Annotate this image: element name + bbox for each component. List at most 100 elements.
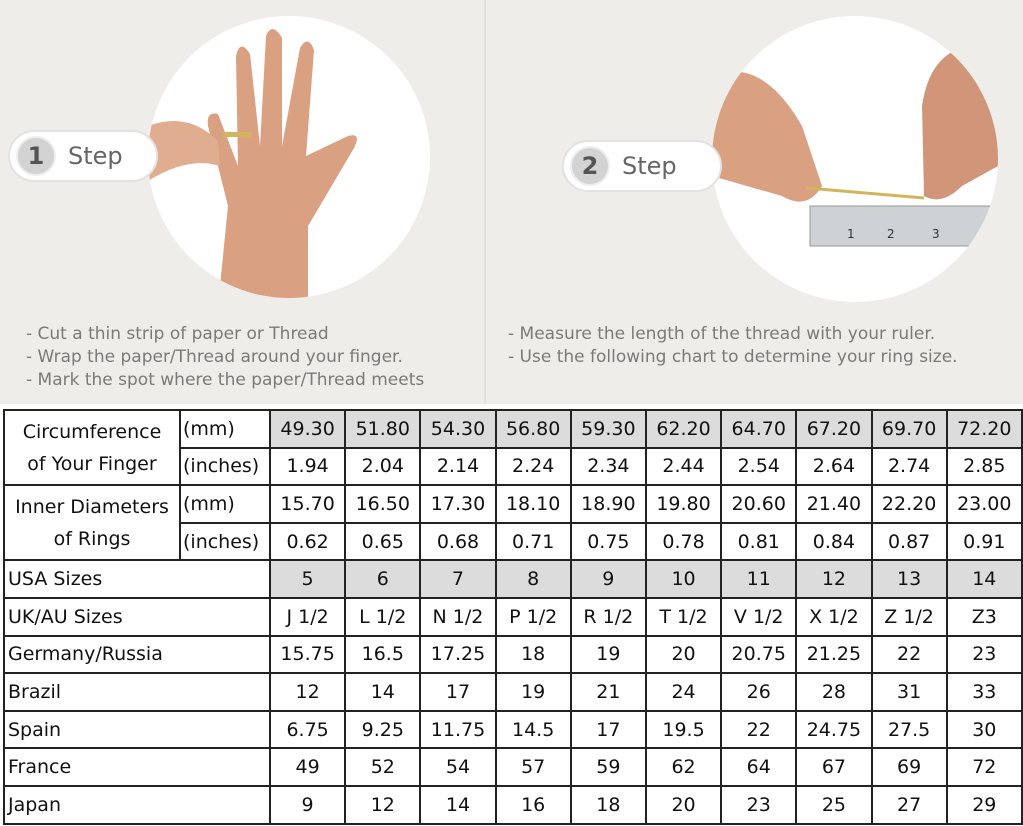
table-cell: 18.90 xyxy=(569,484,647,524)
table-cell: 18 xyxy=(569,784,647,825)
table-row: (inches) 1.94 2.04 2.14 2.24 2.34 2.44 2.54 2.64… xyxy=(4,446,1023,487)
table-cell: L 1/2 xyxy=(344,596,422,637)
table-cell: 49 xyxy=(268,747,347,787)
table-row: Circumference of Your Finger (mm) 49.30 51.8… xyxy=(3,408,1023,487)
table-cell: T 1/2 xyxy=(644,596,723,637)
table-cell: 59 xyxy=(569,747,647,787)
divider xyxy=(484,0,486,404)
table-cell: 2.34 xyxy=(569,446,647,487)
step-label: Step xyxy=(68,142,123,170)
table-cell: 0.78 xyxy=(644,521,723,562)
table-cell: 14 xyxy=(344,672,422,712)
table-cell: 12 xyxy=(268,672,347,712)
unit-label: (mm) xyxy=(179,409,271,449)
row-label: Japan xyxy=(3,784,271,825)
row-label-line: Circumference xyxy=(22,420,162,443)
table-cell: 9.25 xyxy=(344,709,422,750)
ruler-mark: 3 xyxy=(932,227,940,241)
table-cell: 0.87 xyxy=(870,521,948,562)
row-label: USA Sizes xyxy=(3,559,271,599)
table-cell: 16.5 xyxy=(344,634,422,675)
table-cell: N 1/2 xyxy=(419,596,497,637)
table-cell: 54 xyxy=(419,747,497,787)
table-cell: 33 xyxy=(945,672,1023,712)
table-cell: 54.30 xyxy=(419,409,497,449)
step-1-panel: 1 Step - Cut a thin strip of paper or Th… xyxy=(0,0,484,404)
table-cell: 23.00 xyxy=(945,484,1023,524)
table-cell: 51.80 xyxy=(344,409,422,449)
ring-size-table: Circumference of Your Finger (mm) 49.30 51.8… xyxy=(3,408,1023,825)
instruction-line: - Measure the length of the thread with … xyxy=(508,324,936,344)
table-cell: 59.30 xyxy=(569,409,647,449)
table-cell: 17.25 xyxy=(419,634,497,675)
table-cell: 0.75 xyxy=(569,521,647,562)
table-cell: 0.62 xyxy=(268,521,347,562)
table-cell: 30 xyxy=(945,709,1023,750)
table-cell: 19.5 xyxy=(644,709,723,750)
table-cell: 12 xyxy=(344,784,422,825)
step-2-instructions: - Measure the length of the thread with … xyxy=(508,323,958,369)
table-cell: 2.14 xyxy=(419,446,497,487)
table-cell: 23 xyxy=(720,784,798,825)
table-cell: P 1/2 xyxy=(494,596,572,637)
table-cell: Z3 xyxy=(945,596,1023,637)
table-cell: 12 xyxy=(795,559,873,599)
step-2-panel: 1 2 3 2 Step - Measure the length of the… xyxy=(486,0,1023,404)
table-cell: 14 xyxy=(945,559,1023,599)
table-cell: 10 xyxy=(644,559,723,599)
step-number: 2 xyxy=(570,146,610,186)
table-cell: 1.94 xyxy=(268,446,347,487)
hand-illustration xyxy=(148,16,430,298)
row-label: Spain xyxy=(3,709,271,750)
table-cell: 11 xyxy=(720,559,798,599)
table-cell: 56.80 xyxy=(494,409,572,449)
table-cell: 16 xyxy=(494,784,572,825)
ruler-mark: 1 xyxy=(847,227,855,241)
table-cell: 6 xyxy=(344,559,422,599)
table-cell: 19 xyxy=(494,672,572,712)
table-row: Japan 9 12 14 16 18 20 23 25 27 29 xyxy=(3,784,1023,825)
table-cell: 14.5 xyxy=(494,709,572,750)
table-cell: 24 xyxy=(644,672,723,712)
table-cell: 19 xyxy=(569,634,647,675)
table-cell: 22 xyxy=(870,634,948,675)
table-row: Spain 6.75 9.25 11.75 14.5 17 19.5 22 24.75 27.5 3… xyxy=(3,709,1023,750)
table-cell: 2.74 xyxy=(870,446,948,487)
row-label-line: of Rings xyxy=(53,527,131,550)
table-cell: 69.70 xyxy=(870,409,948,449)
table-cell: J 1/2 xyxy=(268,596,347,637)
table-cell: 0.81 xyxy=(720,521,798,562)
instruction-line: - Use the following chart to determine y… xyxy=(508,347,958,367)
table-cell: 21 xyxy=(569,672,647,712)
table-cell: 0.91 xyxy=(945,521,1023,562)
table-row: Brazil 12 14 17 19 21 24 26 28 31 33 xyxy=(3,672,1023,712)
table-cell: 15.75 xyxy=(268,634,347,675)
table-cell: 22.20 xyxy=(870,484,948,524)
table-cell: 67 xyxy=(795,747,873,787)
table-cell: 2.54 xyxy=(720,446,798,487)
table-cell: 0.68 xyxy=(419,521,497,562)
row-label: France xyxy=(3,747,271,787)
table-cell: 27 xyxy=(870,784,948,825)
table-cell: 31 xyxy=(870,672,948,712)
step-2-badge: 2 Step xyxy=(562,140,722,192)
table-cell: 62 xyxy=(644,747,723,787)
table-cell: R 1/2 xyxy=(569,596,647,637)
table-cell: 5 xyxy=(268,559,347,599)
table-row: Inner Diameters of Rings (mm) 15.70 16.50 17.… xyxy=(3,484,1023,562)
table-cell: 0.84 xyxy=(795,521,873,562)
table-cell: 27.5 xyxy=(870,709,948,750)
table-cell: 22 xyxy=(720,709,798,750)
table-cell: 21.40 xyxy=(795,484,873,524)
circumference-label: Circumference of Your Finger xyxy=(3,408,181,487)
instructions-section: 1 Step - Cut a thin strip of paper or Th… xyxy=(0,0,1023,404)
table-row: UK/AU Sizes J 1/2 L 1/2 N 1/2 P 1/2 R 1/2 T 1/… xyxy=(3,596,1023,637)
table-cell: 8 xyxy=(494,559,572,599)
table-row: Germany/Russia 15.75 16.5 17.25 18 19 20 20.75 2… xyxy=(3,634,1023,675)
table-cell: 6.75 xyxy=(268,709,347,750)
table-cell: Z 1/2 xyxy=(870,596,948,637)
table-cell: 9 xyxy=(268,784,347,825)
table-cell: 9 xyxy=(569,559,647,599)
table-cell: 2.64 xyxy=(795,446,873,487)
table-row: USA Sizes 5 6 7 8 9 10 11 12 13 14 xyxy=(3,559,1023,599)
